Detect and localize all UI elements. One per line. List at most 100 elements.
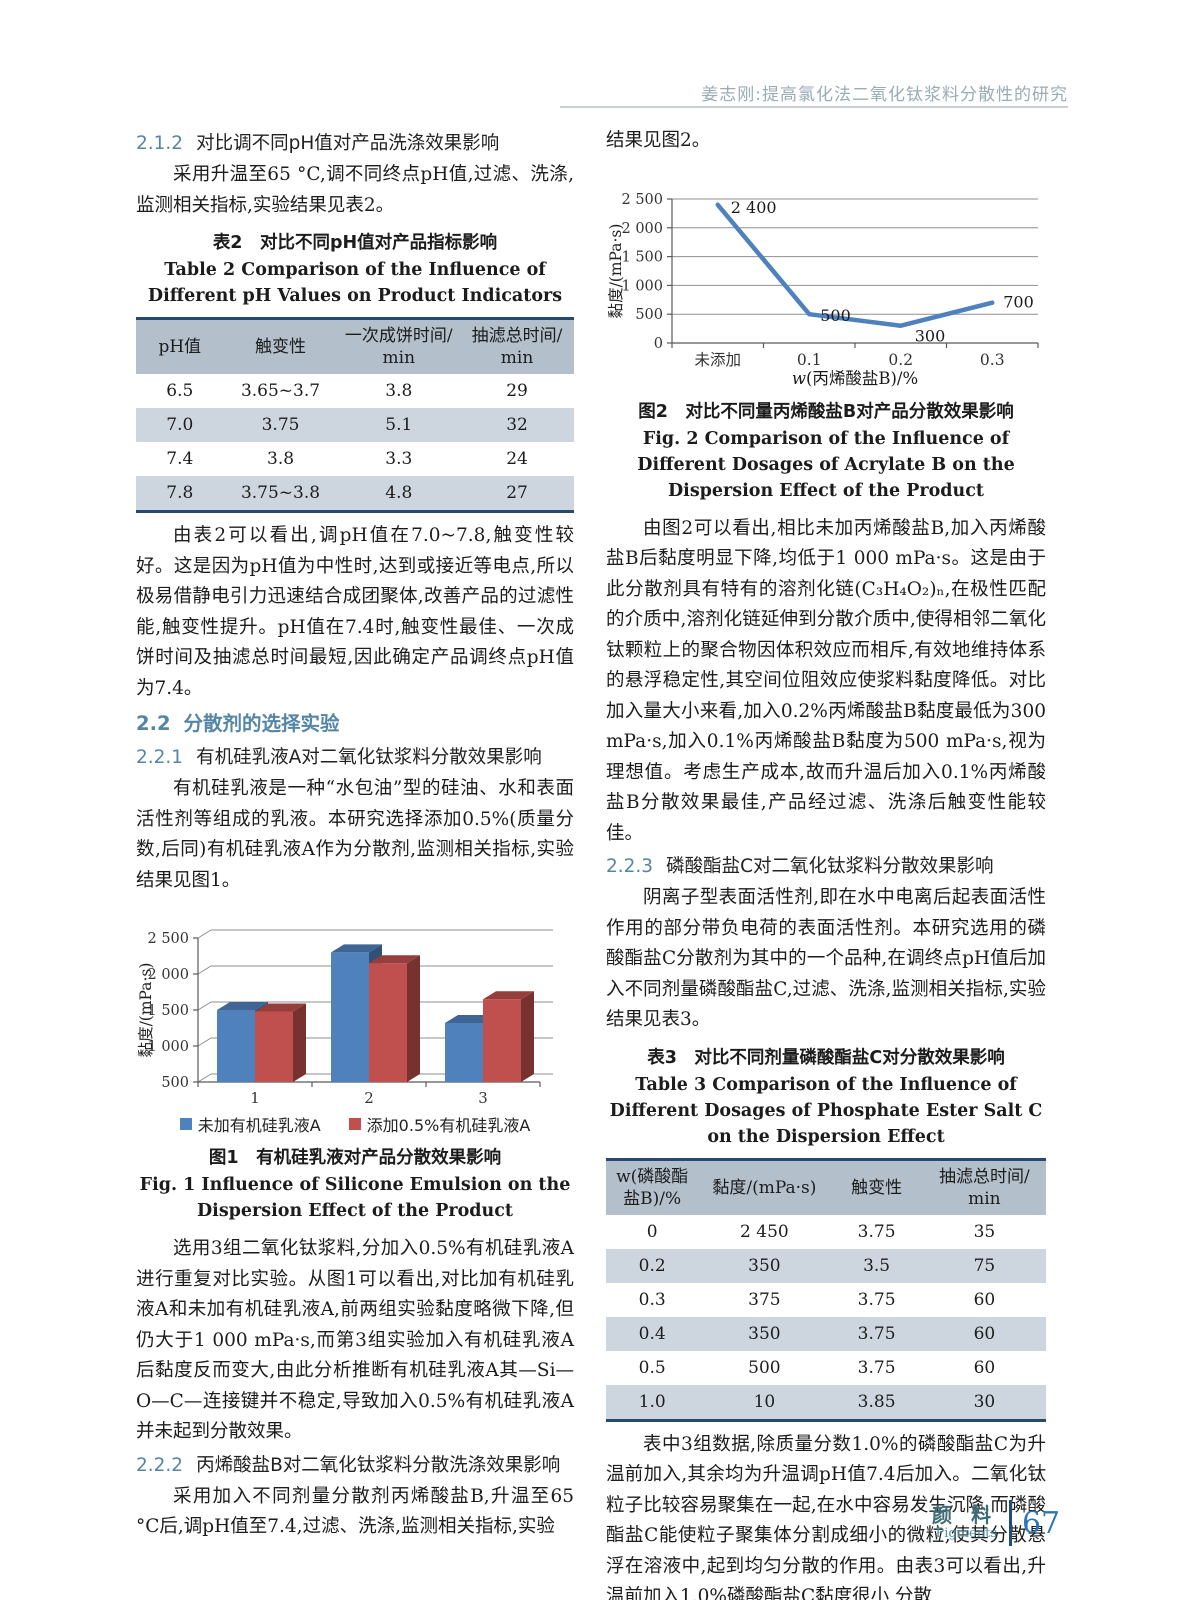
paragraph: 采用加入不同剂量分散剂丙烯酸盐B,升温至65 °C后,调pH值至7.4,过滤、洗… [136, 1485, 574, 1538]
table-cell: 0.3 [638, 1289, 666, 1310]
table-cell: 7.4 [166, 449, 194, 469]
section-title: 丙烯酸盐B对二氧化钛浆料分散洗涤效果影响 [196, 1454, 561, 1476]
section-number: 2.2 [136, 712, 171, 735]
table-cell: 32 [506, 415, 528, 435]
table-cell: 500 [748, 1357, 781, 1378]
table-cell: 3.65~3.7 [240, 381, 321, 401]
legend-label: 未加有机硅乳液A [197, 1116, 321, 1135]
svg-text:2: 2 [364, 1089, 374, 1107]
table-cell: 29 [506, 381, 528, 401]
table-cell: 3.75 [857, 1221, 896, 1242]
table-cell: 3.5 [863, 1255, 891, 1276]
section-number: 2.1.2 [136, 133, 184, 154]
table3: w(磷酸酯 盐B)/% 黏度/(mPa·s) 触变性 抽滤总时间/ min 0 2 45… [606, 1157, 1046, 1422]
figure1-bar-chart: 500 1 000 1 500 2 000 2 500 1 2 3 黏度/(mPa·s) [137, 929, 553, 1107]
table-cell: 30 [973, 1391, 996, 1412]
svg-text:2 500: 2 500 [621, 192, 663, 208]
table-row: 0.3 375 3.75 60 [606, 1283, 1046, 1317]
table-cell: 0 [646, 1221, 658, 1242]
svg-text:1 000: 1 000 [147, 1039, 189, 1055]
svg-text:0: 0 [654, 336, 663, 352]
table-cell: 3.75 [857, 1357, 896, 1378]
svg-text:300: 300 [915, 326, 946, 345]
table3-header-row: w(磷酸酯 盐B)/% 黏度/(mPa·s) 触变性 抽滤总时间/ min [606, 1159, 1046, 1215]
legend-item: 未加有机硅乳液A [179, 1112, 321, 1136]
table-cell: 3.75 [857, 1289, 896, 1310]
table-row: 0 2 450 3.75 35 [606, 1215, 1046, 1249]
table3-caption-en: Table 3 Comparison of the Influence of D… [609, 1074, 1043, 1147]
table-cell: 3.75~3.8 [240, 483, 321, 503]
table-row: 6.5 3.65~3.7 3.8 29 [136, 374, 574, 408]
two-column-body: 2.1.2 对比调不同pH值对产品洗涤效果影响 采用升温至65 °C,调不同终点p… [136, 126, 1046, 1600]
table-cell: 350 [748, 1255, 781, 1276]
column-header: 一次成饼时间/ min [337, 318, 461, 374]
table-cell: 10 [753, 1391, 776, 1412]
section-heading-2-2: 2.2 分散剂的选择实验 [136, 707, 574, 740]
section-heading-2-2-1: 2.2.1 有机硅乳液A对二氧化钛浆料分散效果影响 [136, 742, 574, 774]
table2-caption-en: Table 2 Comparison of the Influence of D… [147, 260, 563, 306]
svg-text:黏度/(mPa·s): 黏度/(mPa·s) [607, 223, 625, 318]
table-cell: 375 [748, 1289, 781, 1310]
section-number: 2.2.2 [136, 1454, 184, 1476]
header-rule [560, 106, 1068, 108]
legend-swatch-red [348, 1118, 361, 1130]
table-row: 7.0 3.75 5.1 32 [136, 408, 574, 442]
section-heading-2-2-3: 2.2.3 磷酸酯盐C对二氧化钛浆料分散效果影响 [606, 851, 1046, 883]
table3-caption-zh: 表3 对比不同剂量磷酸酯盐C对分散效果影响 [647, 1047, 1005, 1068]
figure2: 0 500 1 000 1 500 2 000 2 500 未添加 0.1 0.2 0.3 2 40… [606, 165, 1046, 504]
table-cell: 7.8 [166, 483, 194, 503]
page-footer: 颜 料 Pigments 67 [932, 1500, 1060, 1546]
table2-head: pH值 触变性 一次成饼时间/ min 抽滤总时间/ min [136, 318, 574, 374]
table-cell: 60 [973, 1357, 996, 1378]
svg-text:黏度/(mPa·s): 黏度/(mPa·s) [137, 963, 155, 1058]
svg-text:500: 500 [161, 1075, 189, 1091]
section-title: 磷酸酯盐C对二氧化钛浆料分散效果影响 [666, 856, 994, 877]
column-header: 触变性 [223, 318, 338, 374]
table-cell: 60 [973, 1323, 996, 1344]
table-cell: 3.75 [261, 415, 300, 435]
figure2-caption-en: Fig. 2 Comparison of the Influence of Di… [637, 428, 1015, 501]
table-cell: 3.3 [385, 449, 413, 469]
paragraph: 采用升温至65 °C,调不同终点pH值,过滤、洗涤,监测相关指标,实验结果见表2… [136, 164, 574, 216]
figure1-legend: 未加有机硅乳液A 添加0.5%有机硅乳液A [136, 1112, 574, 1136]
svg-text:2 000: 2 000 [147, 967, 189, 983]
column-header: 触变性 [830, 1159, 923, 1215]
table-cell: 350 [748, 1323, 781, 1344]
svg-text:2 000: 2 000 [621, 220, 663, 236]
journal-name-block: 颜 料 Pigments [932, 1504, 997, 1542]
table-row: 1.0 10 3.85 30 [606, 1384, 1046, 1420]
figure2-line-chart: 0 500 1 000 1 500 2 000 2 500 未添加 0.1 0.2 0.3 2 40… [607, 192, 1039, 388]
table-cell: 7.0 [166, 415, 194, 435]
paragraph: 表中3组数据,除质量分数1.0%的磷酸酯盐C为升温前加入,其余均为升温调pH值7… [606, 1433, 1046, 1600]
table-cell: 3.85 [857, 1391, 896, 1412]
svg-text:2 400: 2 400 [731, 197, 777, 216]
svg-text:w(丙烯酸盐B)/%: w(丙烯酸盐B)/% [792, 369, 918, 388]
table-cell: 75 [973, 1255, 996, 1276]
table-cell: 0.5 [638, 1357, 666, 1378]
svg-text:0.3: 0.3 [980, 351, 1005, 369]
table-cell: 60 [973, 1289, 996, 1310]
svg-text:3: 3 [478, 1089, 488, 1107]
column-header: 抽滤总时间/ min [922, 1159, 1046, 1215]
section-title: 分散剂的选择实验 [183, 712, 340, 735]
figure1-caption-en: Fig. 1 Influence of Silicone Emulsion on… [139, 1175, 571, 1221]
table2-body: 6.5 3.65~3.7 3.8 29 7.0 3.75 5.1 32 7.4 3.8 3.3 24 7… [136, 374, 574, 512]
table2: pH值 触变性 一次成饼时间/ min 抽滤总时间/ min 6.5 3.65~3.7 3… [136, 317, 574, 513]
table-cell: 1.0 [638, 1391, 666, 1412]
legend-label: 添加0.5%有机硅乳液A [366, 1116, 531, 1135]
column-header: w(磷酸酯 盐B)/% [606, 1159, 699, 1215]
table-cell: 0.2 [638, 1255, 666, 1276]
legend-item: 添加0.5%有机硅乳液A [348, 1112, 531, 1136]
section-number: 2.2.1 [136, 747, 184, 768]
section-title: 有机硅乳液A对二氧化钛浆料分散效果影响 [196, 747, 542, 768]
table3-body: 0 2 450 3.75 35 0.2 350 3.5 75 0.3 375 3.75 60 0.4 35… [606, 1215, 1046, 1420]
table-cell: 6.5 [166, 381, 194, 401]
svg-text:0.2: 0.2 [888, 351, 913, 369]
table2-caption-zh: 表2 对比不同pH值对产品指标影响 [212, 233, 498, 253]
section-number: 2.2.3 [606, 856, 654, 877]
paragraph: 选用3组二氧化钛浆料,分加入0.5%有机硅乳液A进行重复对比实验。从图1可以看出… [136, 1238, 574, 1442]
table-cell: 5.1 [385, 415, 413, 435]
figure2-caption-zh: 图2 对比不同量丙烯酸盐B对产品分散效果影响 [638, 401, 1014, 422]
table-cell: 3.8 [385, 381, 413, 401]
